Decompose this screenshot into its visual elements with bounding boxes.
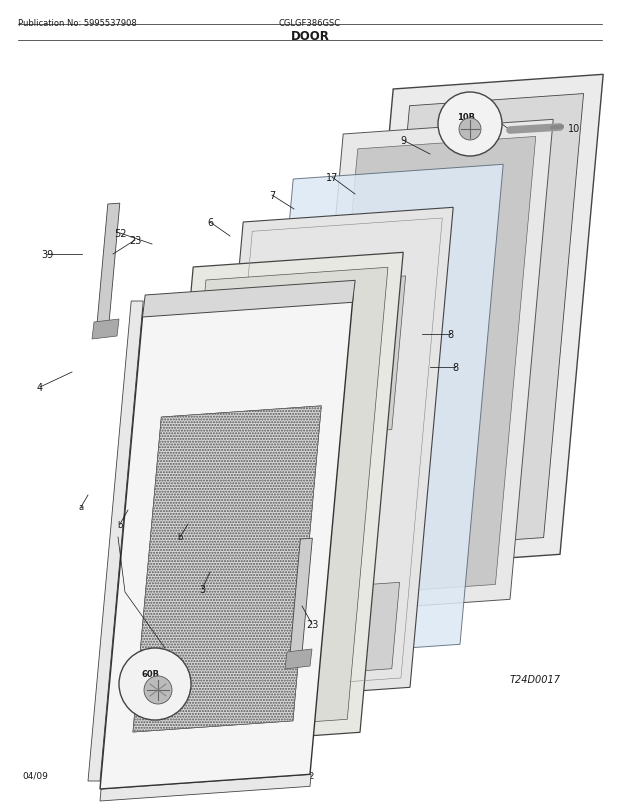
Text: 60B: 60B bbox=[141, 670, 159, 678]
Text: 10: 10 bbox=[568, 124, 580, 134]
Text: 39: 39 bbox=[41, 249, 53, 260]
Text: 17: 17 bbox=[326, 172, 338, 183]
Text: 8: 8 bbox=[452, 363, 458, 373]
Text: 6: 6 bbox=[207, 217, 213, 228]
Polygon shape bbox=[222, 582, 399, 681]
Polygon shape bbox=[150, 253, 403, 747]
Polygon shape bbox=[285, 649, 312, 669]
Text: a: a bbox=[79, 503, 84, 512]
Text: 23: 23 bbox=[306, 619, 318, 630]
Polygon shape bbox=[350, 75, 603, 569]
Text: 52: 52 bbox=[113, 229, 126, 239]
Text: 10B: 10B bbox=[457, 112, 475, 121]
Text: 4: 4 bbox=[37, 383, 43, 392]
Text: Publication No: 5995537908: Publication No: 5995537908 bbox=[18, 19, 137, 28]
Text: 8: 8 bbox=[447, 330, 453, 339]
Circle shape bbox=[144, 676, 172, 704]
Text: 12: 12 bbox=[457, 126, 469, 136]
Text: 23: 23 bbox=[129, 236, 141, 245]
Polygon shape bbox=[97, 204, 120, 325]
Text: 3: 3 bbox=[199, 585, 205, 594]
Text: 12: 12 bbox=[304, 771, 316, 780]
Text: eReplacementParts.com: eReplacementParts.com bbox=[255, 408, 365, 417]
Polygon shape bbox=[133, 407, 321, 732]
Polygon shape bbox=[370, 95, 583, 550]
Polygon shape bbox=[143, 281, 355, 318]
Polygon shape bbox=[200, 208, 453, 702]
Polygon shape bbox=[290, 538, 312, 654]
Text: T24D0017: T24D0017 bbox=[510, 674, 561, 684]
Text: 7: 7 bbox=[269, 191, 275, 200]
Polygon shape bbox=[250, 165, 503, 659]
Polygon shape bbox=[222, 277, 405, 442]
Text: CGLGF386GSC: CGLGF386GSC bbox=[279, 19, 341, 28]
Polygon shape bbox=[133, 407, 321, 732]
Circle shape bbox=[459, 119, 481, 141]
Text: b: b bbox=[177, 533, 183, 542]
Polygon shape bbox=[100, 295, 353, 789]
Polygon shape bbox=[100, 775, 311, 801]
Polygon shape bbox=[166, 268, 388, 732]
Text: b: b bbox=[117, 520, 123, 529]
Polygon shape bbox=[300, 120, 553, 614]
Circle shape bbox=[119, 648, 191, 720]
Text: 04/09: 04/09 bbox=[22, 771, 48, 780]
Polygon shape bbox=[88, 302, 143, 781]
Polygon shape bbox=[317, 137, 536, 597]
Text: 9: 9 bbox=[400, 136, 406, 146]
Circle shape bbox=[438, 93, 502, 157]
Text: DOOR: DOOR bbox=[291, 30, 329, 43]
Polygon shape bbox=[92, 320, 119, 339]
